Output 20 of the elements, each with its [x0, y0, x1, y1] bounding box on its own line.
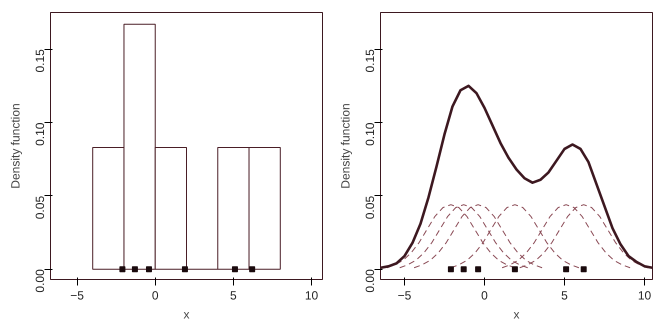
y-tick-label: 0.00 — [363, 268, 377, 293]
y-tick-label: 0.00 — [33, 268, 47, 293]
x-tick-label: 10 — [638, 288, 652, 302]
x-axis-title: x — [184, 308, 190, 322]
x-tick-label: 0 — [152, 288, 159, 302]
x-tick-label: 5 — [561, 288, 568, 302]
x-tick-label: 0 — [481, 288, 488, 302]
x-tick-label: −5 — [70, 288, 84, 302]
y-tick-label: 0.10 — [363, 122, 377, 146]
y-tick-label: 0.15 — [33, 48, 47, 73]
y-tick-label: 0.05 — [33, 196, 47, 220]
y-axis-title: Density function — [8, 103, 22, 189]
x-tick-label: −5 — [398, 288, 412, 302]
y-axis-title: Density function — [338, 103, 352, 189]
x-tick-label: 5 — [230, 288, 238, 302]
y-tick-label: 0.05 — [363, 196, 377, 220]
x-axis-title: x — [514, 308, 520, 322]
y-tick-label: 0.15 — [363, 48, 377, 73]
x-tick-label: 10 — [304, 288, 319, 302]
y-tick-label: 0.10 — [33, 122, 47, 146]
